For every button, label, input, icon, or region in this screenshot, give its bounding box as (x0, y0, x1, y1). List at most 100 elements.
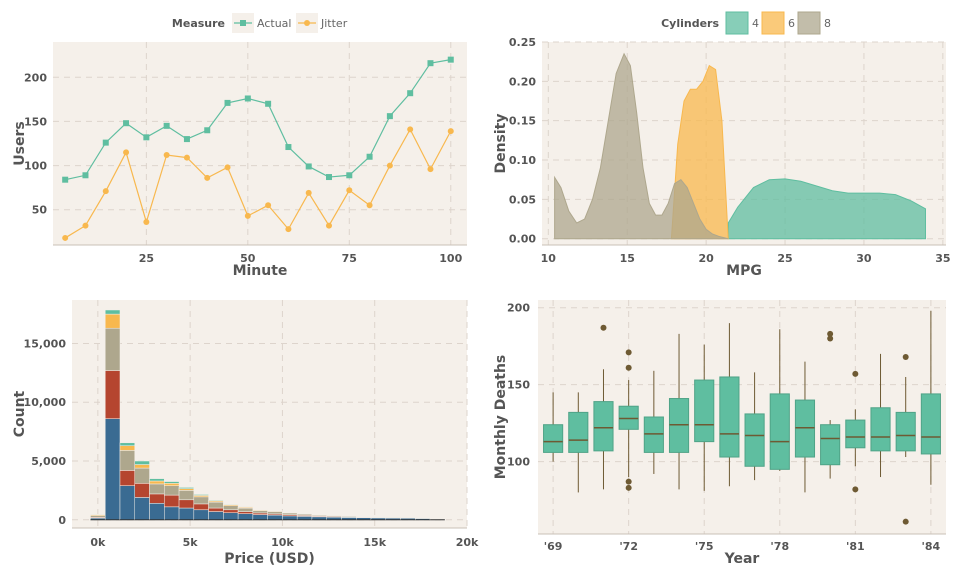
line-chart-x-tick-label: 75 (342, 252, 357, 265)
line-chart-legend-title: Measure (172, 17, 225, 30)
histogram-x-tick-label: 5k (183, 536, 199, 549)
density-chart-y-tick-label: 0.10 (509, 154, 536, 167)
density-chart-x-tick-label: 35 (935, 252, 950, 265)
histogram-bar-red (237, 511, 254, 514)
boxplot-x-tick-label: '72 (619, 540, 638, 553)
line-chart-x-tick-label: 100 (439, 252, 462, 265)
boxplot-x-tick-label: '69 (544, 540, 563, 553)
density-chart-y-tick-label: 0.25 (509, 36, 536, 49)
data-point-actual (163, 122, 170, 129)
boxplot-outlier (902, 518, 909, 525)
boxplot-box (593, 401, 614, 452)
boxplot-x-tick-label: '84 (922, 540, 941, 553)
data-point-actual (224, 99, 231, 106)
histogram-bar-red (223, 509, 239, 513)
histogram-y-tick-label: 10,000 (24, 396, 67, 409)
data-point-jitter (326, 222, 332, 229)
histogram-bar-blue (223, 512, 239, 521)
data-point-jitter (204, 174, 211, 181)
histogram-bar-olive (164, 485, 180, 496)
histogram-bar-red (178, 499, 195, 509)
histogram-bar-olive (193, 496, 209, 505)
legend-label-cyl-8: 8 (824, 17, 831, 30)
series-line-jitter (64, 128, 452, 239)
data-point-actual (407, 90, 414, 97)
density-chart-y-tick-label: 0.05 (509, 193, 536, 206)
data-point-actual (427, 60, 434, 67)
data-point-jitter (305, 189, 312, 196)
boxplot-outlier (852, 370, 859, 377)
histogram-bar-olive (119, 450, 136, 471)
histogram-bar-olive (104, 327, 121, 371)
boxplot-x-axis-title: Year (724, 551, 760, 567)
density-chart-x-tick-label: 10 (541, 252, 557, 265)
histogram-bar-teal (119, 442, 136, 446)
boxplot-y-tick-label: 200 (507, 302, 530, 315)
histogram-bar-teal (193, 494, 209, 496)
density-chart-x-tick-label: 20 (698, 252, 714, 265)
data-point-jitter (366, 202, 373, 209)
data-point-actual (326, 174, 332, 181)
legend-key-cyl-4 (725, 11, 749, 35)
boxplot-box (895, 411, 916, 452)
histogram-bar-red (149, 493, 165, 504)
data-point-actual (366, 153, 373, 160)
data-point-actual (62, 176, 69, 183)
data-point-jitter (244, 212, 251, 219)
data-point-jitter (62, 234, 69, 241)
line-chart-y-tick-label: 200 (24, 71, 47, 84)
series-line-actual (65, 59, 451, 181)
histogram-bar-orange (134, 464, 150, 469)
histogram-bar-red (134, 483, 150, 498)
line-chart-background (53, 42, 467, 245)
histogram-bar-teal (104, 309, 121, 315)
boxplot-box (820, 424, 841, 466)
histogram-bar-olive (223, 505, 239, 511)
histogram-bar-orange (178, 488, 195, 491)
histogram-bar-blue (178, 507, 195, 521)
boxplot-x-tick-label: '75 (695, 540, 714, 553)
data-point-jitter (123, 149, 130, 156)
histogram-bar-olive (267, 511, 283, 515)
data-point-actual (447, 56, 454, 63)
density-chart-y-tick-label: 0.00 (509, 233, 536, 246)
histogram-bar-blue (296, 516, 313, 521)
histogram-bar-blue (193, 509, 209, 521)
data-point-actual (82, 172, 89, 179)
boxplot-box (568, 411, 589, 453)
data-point-jitter (386, 162, 393, 169)
legend-key-marker (304, 20, 310, 26)
histogram-x-tick-label: 20k (456, 536, 479, 549)
density-chart-x-axis-title: MPG (726, 263, 762, 279)
data-point-actual (123, 120, 130, 127)
boxplot-x-tick-label: '78 (770, 540, 789, 553)
histogram-bar-olive (149, 483, 165, 495)
boxplot-outlier (625, 349, 632, 356)
boxplot-y-axis-title: Monthly Deaths (493, 355, 509, 480)
boxplot-box (694, 379, 715, 443)
density-chart-y-axis-title: Density (493, 113, 509, 173)
data-point-jitter (163, 151, 170, 158)
legend-key-cyl-8 (797, 11, 821, 35)
data-point-jitter (427, 166, 434, 173)
boxplot-box (769, 393, 790, 470)
histogram-bar-blue (208, 511, 224, 521)
data-point-jitter (82, 222, 89, 229)
data-point-actual (265, 100, 272, 107)
histogram-bar-blue (237, 513, 254, 521)
data-point-actual (386, 113, 393, 120)
boxplot-x-tick-label: '81 (846, 540, 865, 553)
boxplot-box (920, 393, 941, 455)
histogram-bar-blue (104, 418, 121, 521)
density-chart-y-tick-label: 0.20 (509, 75, 536, 88)
boxplot-y-tick-label: 100 (507, 456, 530, 469)
histogram-bar-olive (208, 501, 224, 509)
line-chart-y-tick-label: 100 (24, 160, 47, 173)
boxplot-box (794, 399, 816, 458)
histogram-bar-blue (282, 515, 298, 521)
boxplot-box (744, 413, 765, 467)
histogram-bar-teal (208, 500, 224, 502)
histogram-bar-orange (149, 480, 165, 485)
